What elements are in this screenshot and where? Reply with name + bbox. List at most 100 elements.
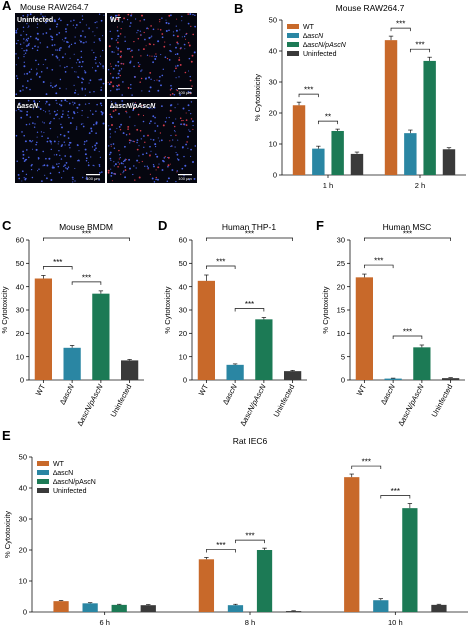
cell-dot xyxy=(130,87,132,90)
cell-dot xyxy=(45,93,48,96)
cell-dot xyxy=(131,56,134,58)
cell-dot xyxy=(15,110,17,112)
cell-dot xyxy=(100,89,103,91)
cell-dot xyxy=(143,18,146,21)
cell-dot xyxy=(108,83,111,86)
cell-dot xyxy=(114,64,117,67)
cell-dot xyxy=(96,21,98,23)
bar-e-1-1 xyxy=(227,605,244,612)
cell-dot xyxy=(130,14,133,17)
cell-dot xyxy=(18,177,21,180)
cell-dot xyxy=(22,150,24,153)
cell-dot xyxy=(98,151,100,153)
cell-dot xyxy=(149,173,151,175)
scale-bar-dascn xyxy=(86,174,100,176)
y-tick-label: 10 xyxy=(269,140,277,149)
cell-dot xyxy=(157,28,159,30)
cell-dot xyxy=(121,103,124,106)
cell-dot xyxy=(179,117,182,119)
cell-dot xyxy=(90,156,92,158)
cell-dot xyxy=(26,23,28,25)
cell-dot xyxy=(136,148,139,151)
cell-dot xyxy=(112,85,115,88)
cell-dot xyxy=(180,123,182,126)
cell-dot xyxy=(190,25,192,28)
cell-dot xyxy=(75,89,77,91)
cell-dot xyxy=(175,77,177,79)
cell-dot xyxy=(164,120,167,123)
cell-dot xyxy=(50,148,53,151)
cell-dot xyxy=(100,171,103,173)
legend-label: Uninfected xyxy=(53,488,87,495)
cell-dot xyxy=(42,81,45,83)
cell-dot xyxy=(59,47,61,50)
legend-label: Uninfected xyxy=(303,51,337,58)
cell-dot xyxy=(185,119,188,121)
cell-dot xyxy=(130,84,132,86)
cell-dot xyxy=(115,76,118,79)
cell-dot xyxy=(95,62,97,64)
cell-dot xyxy=(42,15,44,18)
cell-dot xyxy=(168,116,170,119)
cell-dot xyxy=(140,70,142,72)
cell-dot xyxy=(181,20,183,22)
cell-dot xyxy=(118,149,120,152)
cell-dot xyxy=(17,57,20,59)
cell-dot xyxy=(76,58,79,61)
cell-dot xyxy=(90,127,93,130)
cell-dot xyxy=(18,102,21,105)
cell-dot xyxy=(68,102,71,105)
chart-human-thp1: Human THP-1 % Cytotoxicity 0 10 20 30 40 50 60 WT… xyxy=(163,222,307,427)
cell-dot xyxy=(80,40,82,43)
cell-dot xyxy=(69,147,71,149)
cell-dot xyxy=(107,69,110,71)
cell-dot xyxy=(133,40,135,43)
cell-dot xyxy=(117,72,120,75)
cell-dot xyxy=(134,179,136,181)
cell-dot xyxy=(118,112,120,115)
legend-swatch xyxy=(287,42,299,47)
cell-dot xyxy=(96,27,98,29)
cell-dot xyxy=(84,148,87,151)
cell-dot xyxy=(189,13,192,15)
cell-dot xyxy=(166,180,169,182)
cell-dot xyxy=(20,34,22,36)
cell-dot xyxy=(103,14,105,16)
y-tick-label: 10 xyxy=(179,352,187,361)
significance-bracket xyxy=(43,237,130,241)
bar-b-0-0 xyxy=(292,105,306,175)
legend-label: WT xyxy=(53,461,65,468)
cell-dot xyxy=(75,71,77,73)
cell-dot xyxy=(111,50,114,53)
cell-dot xyxy=(93,51,95,54)
cell-dot xyxy=(146,54,149,56)
cell-dot xyxy=(64,155,67,157)
cell-dot xyxy=(65,88,67,90)
cell-dot xyxy=(101,112,104,114)
cell-dot xyxy=(15,134,18,137)
cell-dot xyxy=(47,137,49,140)
cell-dot xyxy=(23,55,25,58)
cell-dot xyxy=(153,55,155,57)
significance-label: *** xyxy=(374,257,383,266)
cell-dot xyxy=(116,127,118,129)
cell-dot xyxy=(33,100,36,103)
cell-dot xyxy=(81,114,83,116)
cell-dot xyxy=(60,123,62,126)
cell-dot xyxy=(151,177,154,180)
cell-dot xyxy=(16,28,19,30)
cell-dot xyxy=(118,163,121,165)
cell-dot xyxy=(119,128,122,131)
chart-mouse-raw264: Mouse RAW264.7 % Cytotoxicity 0 10 20 30 40 50 1… xyxy=(253,3,466,190)
bar-e-0-0 xyxy=(53,601,69,612)
cell-dot xyxy=(90,130,93,133)
cell-dot xyxy=(192,161,194,163)
cell-dot xyxy=(30,141,32,143)
micrograph-grid: Uninfected WT ∆ascN ∆ascN/pAscN 100 μm 1… xyxy=(15,13,197,183)
cell-dot xyxy=(128,133,131,135)
y-tick-label: 40 xyxy=(269,47,277,56)
cell-dot xyxy=(184,48,186,50)
cell-dot xyxy=(116,18,119,21)
cell-dot xyxy=(22,89,24,91)
cell-dot xyxy=(161,33,164,35)
